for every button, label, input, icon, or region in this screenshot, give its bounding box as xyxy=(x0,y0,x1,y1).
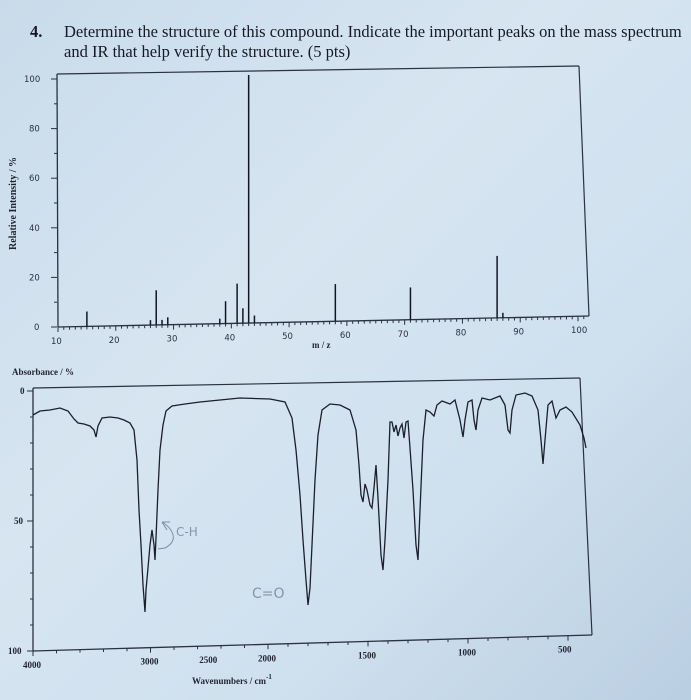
ir-x-axis xyxy=(32,634,593,652)
question-number: 4. xyxy=(30,22,43,41)
co-annotation: C=O xyxy=(252,586,285,602)
ms-y-label: Relative Intensity / % xyxy=(8,157,19,250)
ms-y-tick-label: 100 xyxy=(24,75,40,85)
ms-y-tick-label: 20 xyxy=(29,273,40,283)
ms-y-tick-label: 80 xyxy=(29,125,40,135)
ms-y-ticks: 100 80 60 40 20 0 xyxy=(24,75,57,333)
ms-y-axis xyxy=(56,73,59,328)
ir-x-tick-label: 4000 xyxy=(23,660,42,670)
ms-x-tick-label: 70 xyxy=(398,330,409,340)
ir-x-ticks: 4000 3000 2500 2000 1500 1000 500 xyxy=(23,635,572,670)
ir-x-tick-label: 1000 xyxy=(458,648,477,658)
ms-x-tick-label: 50 xyxy=(282,332,293,342)
ch-annotation: C-H xyxy=(157,521,198,550)
ir-y-ticks: 0 50 100 xyxy=(8,386,33,656)
ms-y-tick-label: 60 xyxy=(29,174,40,184)
question-text: Determine the structure of this compound… xyxy=(64,22,682,61)
ms-x-tick-label: 30 xyxy=(167,335,178,345)
ir-x-label: Wavenumbers / cm-1 xyxy=(192,673,272,686)
ms-x-tick-label: 90 xyxy=(513,327,524,337)
ms-peaks xyxy=(86,75,504,327)
ms-x-tick-label: 80 xyxy=(455,329,466,339)
ms-x-tick-label: 40 xyxy=(224,333,235,343)
ms-y-tick-label: 40 xyxy=(29,224,40,234)
ms-x-tick-label: 10 xyxy=(51,337,62,347)
ir-spectrum-chart: Absorbance / % 0 50 100 4000 3000 2500 2000 15… xyxy=(8,367,593,686)
ir-trace xyxy=(32,392,587,613)
svg-text:C=O: C=O xyxy=(252,586,285,602)
ms-x-tick-label: 100 xyxy=(571,326,587,336)
ir-y-label: Absorbance / % xyxy=(12,367,74,377)
ir-x-tick-label: 500 xyxy=(558,645,572,655)
ir-x-tick-label: 3000 xyxy=(141,657,160,667)
ir-x-tick-label: 1500 xyxy=(358,650,377,660)
ms-x-ticks: 10 20 30 40 50 60 70 80 90 100 xyxy=(51,316,587,347)
ms-y-tick-label: 0 xyxy=(34,323,39,333)
ir-x-tick-label: 2500 xyxy=(199,655,218,665)
mass-spectrum-chart: 100 80 60 40 20 0 10 20 30 40 50 60 70 80 90 100 Relat… xyxy=(8,65,590,350)
ir-y-tick-label: 100 xyxy=(8,646,22,656)
ir-y-tick-label: 50 xyxy=(14,516,24,526)
ms-x-tick-label: 20 xyxy=(109,336,120,346)
ir-x-tick-label: 2000 xyxy=(258,653,277,663)
ms-x-label: m / z xyxy=(312,340,331,350)
ms-x-tick-label: 60 xyxy=(340,331,351,341)
ir-y-tick-label: 0 xyxy=(20,386,25,396)
svg-text:C-H: C-H xyxy=(176,525,198,539)
